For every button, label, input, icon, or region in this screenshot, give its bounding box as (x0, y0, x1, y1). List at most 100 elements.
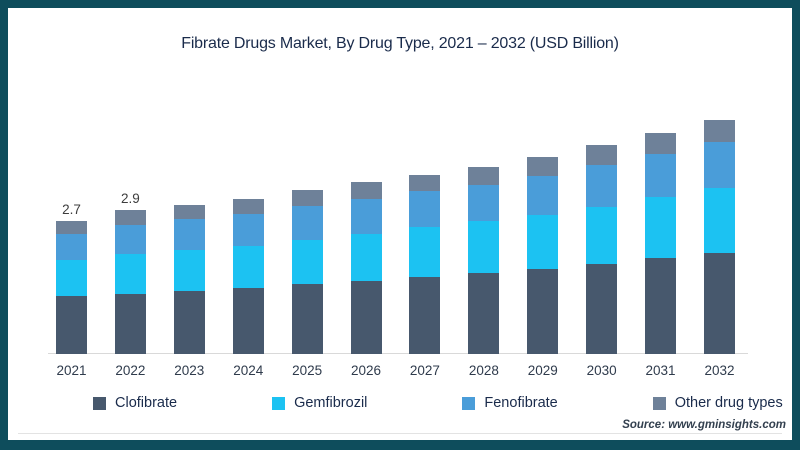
bar-segment-fenofibrate (409, 191, 441, 227)
bar-segment-clofibrate (56, 296, 87, 354)
bar-group: 2030 (586, 145, 618, 380)
bar-segment-other-drug-types (56, 221, 87, 234)
bar-segment-fenofibrate (645, 154, 677, 197)
bar-segment-clofibrate (232, 288, 264, 354)
x-axis-tick-label: 2030 (586, 363, 617, 378)
bar-segment-gemfibrozil (468, 221, 500, 273)
bar-segment-other-drug-types (527, 157, 559, 176)
bar-segment-fenofibrate (468, 185, 500, 221)
legend-item-other-drug-types: Other drug types (652, 395, 783, 411)
bar-segment-other-drug-types (291, 190, 323, 206)
legend-item-gemfibrozil: Gemfibrozil (272, 395, 367, 411)
bar-segment-clofibrate (291, 284, 323, 354)
bar-segment-fenofibrate (232, 214, 264, 246)
stacked-bar (586, 145, 618, 354)
legend-label: Clofibrate (115, 395, 178, 411)
bar-segment-clofibrate (173, 291, 205, 354)
bar-segment-fenofibrate (527, 176, 559, 215)
legend-swatch-fenofibrate (462, 396, 476, 410)
legend-swatch-clofibrate (93, 396, 106, 410)
bar-segment-gemfibrozil (350, 234, 382, 281)
bar-segment-clofibrate (703, 253, 735, 354)
bar-segment-fenofibrate (114, 225, 146, 254)
legend-item-fenofibrate: Fenofibrate (462, 395, 558, 411)
stacked-bar (409, 175, 441, 354)
stacked-bar (56, 221, 87, 354)
bar-segment-gemfibrozil (703, 188, 735, 253)
stacked-bar (114, 210, 146, 354)
footer-divider (18, 433, 782, 434)
legend-label: Gemfibrozil (294, 395, 368, 411)
bar-group: 2025 (291, 190, 323, 380)
bar-total-label: 2.7 (62, 202, 81, 217)
bar-segment-clofibrate (468, 273, 500, 354)
bar-segment-clofibrate (350, 281, 382, 354)
bar-segment-fenofibrate (586, 165, 618, 207)
legend: Clofibrate Gemfibrozil Fenofibrate Other… (93, 395, 792, 411)
stacked-bar (645, 133, 677, 354)
bar-total-label: 2.9 (121, 191, 140, 206)
legend-swatch-other-drug-types (652, 396, 666, 410)
bar-segment-clofibrate (586, 264, 618, 354)
legend-label: Fenofibrate (484, 395, 558, 411)
x-axis-tick-label: 2031 (645, 363, 676, 378)
bar-group: 2023 (173, 205, 205, 380)
bar-group: 2026 (350, 182, 382, 380)
bar-group: 2.7 2021 (56, 202, 87, 380)
bar-segment-other-drug-types (645, 133, 677, 154)
bar-segment-gemfibrozil (56, 260, 87, 296)
bar-segment-gemfibrozil (232, 246, 264, 288)
source-credit: Source: www.gminsights.com (622, 419, 786, 431)
chart-title: Fibrate Drugs Market, By Drug Type, 2021… (181, 35, 619, 52)
bar-segment-other-drug-types (350, 182, 382, 199)
bar-segment-fenofibrate (703, 142, 735, 188)
bar-segment-fenofibrate (291, 206, 323, 240)
bar-segment-other-drug-types (114, 210, 146, 225)
x-axis-tick-label: 2028 (468, 363, 499, 378)
plot-area: 2.7 2021 2.9 2022 2023 2024 2025 2026 2027 2028 20… (48, 100, 748, 380)
bar-group: 2028 (468, 167, 500, 380)
stacked-bar (468, 167, 500, 354)
x-axis-tick-label: 2026 (351, 363, 382, 378)
stacked-bar (173, 205, 205, 354)
stacked-bar (703, 120, 735, 354)
x-axis-tick-label: 2032 (704, 363, 735, 378)
bar-segment-fenofibrate (350, 199, 382, 234)
bar-segment-gemfibrozil (586, 207, 618, 264)
bar-segment-other-drug-types (468, 167, 500, 185)
bar-group: 2027 (409, 175, 441, 380)
bar-group: 2032 (703, 120, 735, 380)
bar-group: 2024 (232, 199, 264, 380)
x-axis-tick-label: 2027 (409, 363, 440, 378)
bar-segment-clofibrate (527, 269, 559, 354)
x-axis-tick-label: 2023 (174, 363, 205, 378)
x-axis-tick-label: 2029 (527, 363, 558, 378)
bar-segment-other-drug-types (703, 120, 735, 142)
stacked-bar (350, 182, 382, 354)
bar-segment-gemfibrozil (645, 197, 677, 258)
bar-segment-other-drug-types (586, 145, 618, 165)
stacked-bar (527, 157, 559, 354)
bar-segment-gemfibrozil (173, 250, 205, 291)
bar-group: 2031 (645, 133, 677, 380)
bar-group: 2029 (527, 157, 559, 380)
bar-group: 2.9 2022 (114, 191, 146, 380)
bar-segment-clofibrate (645, 258, 677, 354)
bar-segment-other-drug-types (409, 175, 441, 191)
bar-segment-fenofibrate (56, 234, 87, 260)
bar-segment-gemfibrozil (114, 254, 146, 294)
legend-swatch-gemfibrozil (272, 396, 286, 410)
x-axis-tick-label: 2025 (292, 363, 323, 378)
bar-segment-fenofibrate (173, 219, 205, 250)
bar-segment-gemfibrozil (527, 215, 559, 269)
bar-segment-gemfibrozil (291, 240, 323, 284)
legend-item-clofibrate: Clofibrate (93, 395, 177, 411)
bar-segment-clofibrate (114, 294, 146, 354)
bar-segment-gemfibrozil (409, 227, 441, 277)
bar-segment-other-drug-types (173, 205, 205, 219)
stacked-bar (232, 199, 264, 354)
x-axis-tick-label: 2024 (233, 363, 264, 378)
x-axis-tick-label: 2022 (115, 363, 146, 378)
legend-label: Other drug types (674, 395, 783, 411)
